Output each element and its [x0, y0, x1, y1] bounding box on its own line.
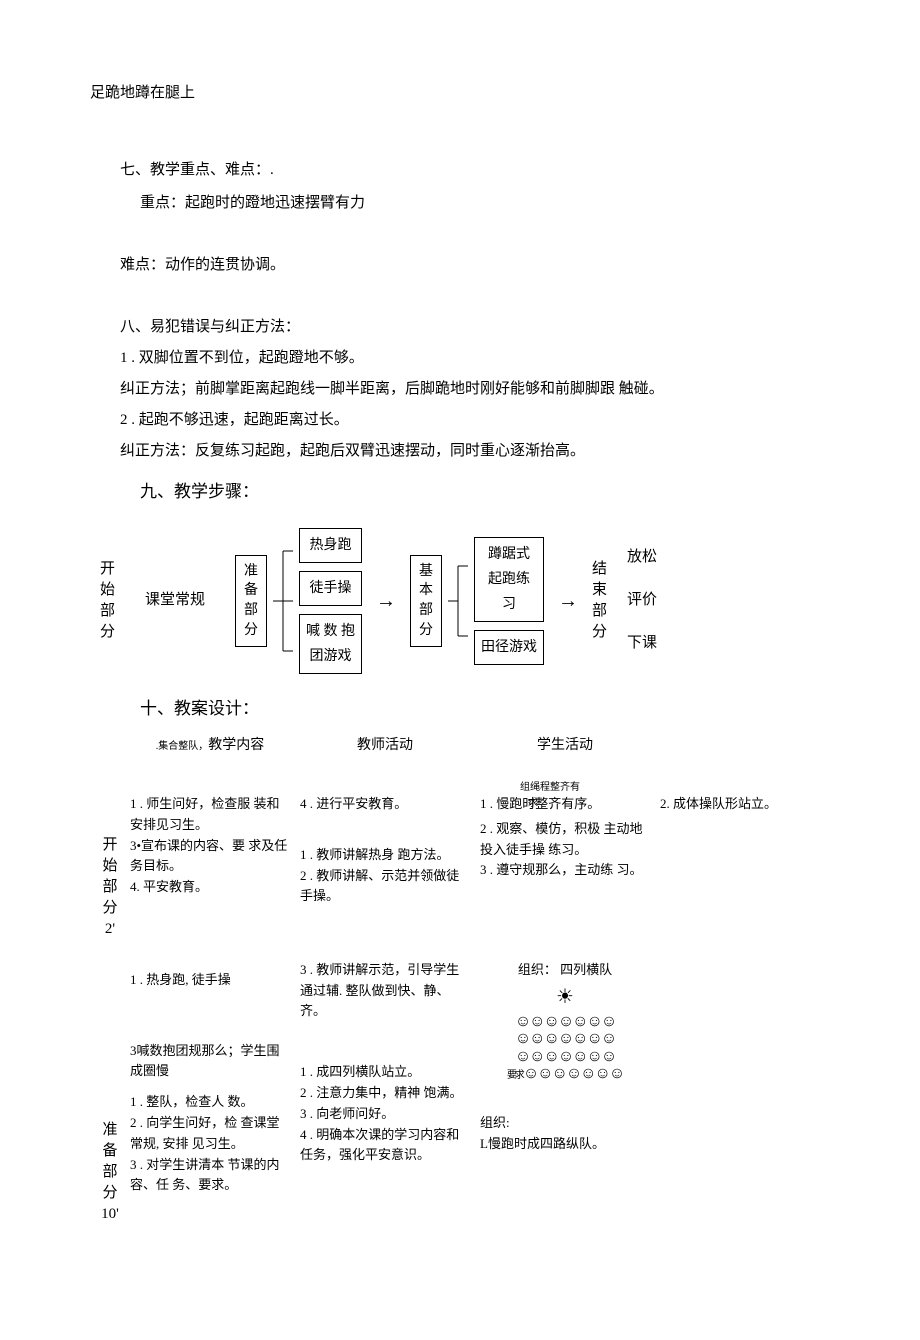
- flow-start-label: 开 始 部 分: [100, 559, 115, 643]
- arrow-icon: →: [372, 583, 400, 619]
- section-8-title: 八、易犯错误与纠正方法：: [120, 314, 830, 341]
- lesson-plan-table: 开 始 部 分 2' 准 备 部 分 10' .集合整队，教学内容 教师活动 学…: [90, 735, 830, 1225]
- prep-col2: 3 . 教师讲解示范，引导学生通过辅. 整队做到快、静、 齐。 1 . 成四列横…: [300, 940, 470, 1225]
- end-item-1: 放松: [627, 544, 657, 571]
- error-1: 1 . 双脚位置不到位，起跑蹬地不够。: [120, 345, 830, 372]
- difficulty: 难点：动作的连贯协调。: [120, 252, 830, 279]
- key-point: 重点：起跑时的蹬地迅速摆臂有力: [140, 190, 830, 217]
- bracket-icon: [448, 546, 468, 656]
- start-col1: 1 . 师生问好，检查服 装和安排见习生。 3•宣布课的内容、要 求及任务目标。…: [130, 794, 290, 936]
- arrow-icon: →: [554, 583, 582, 619]
- basic-item-1: 蹲踞式 起跑练 习: [474, 537, 544, 623]
- prep-col1: 1 . 热身跑, 徒手操 3喊数抱团规那么；学生围成圈慢 1 . 整队，检查人 …: [130, 940, 290, 1225]
- top-note: 足跪地蹲在腿上: [90, 80, 830, 107]
- faces-row: ☺☺☺☺☺☺☺: [480, 1030, 650, 1048]
- faces-row: ☺☺☺☺☺☺☺: [480, 1013, 650, 1031]
- faces-row: ☺☺☺☺☺☺☺: [480, 1048, 650, 1066]
- correction-2: 纠正方法：反复练习起跑，起跑后双臂迅速摆动，同时重心逐渐抬高。: [120, 438, 830, 465]
- start-col3: 1 . 慢跑时整齐有序。 组绳程整齐有 求 2 . 观察、模仿，积极 主动地投入…: [480, 794, 650, 936]
- prep-item-2: 徒手操: [299, 571, 362, 606]
- end-item-3: 下课: [627, 630, 657, 657]
- error-2: 2 . 起跑不够迅速，起跑距离过长。: [120, 407, 830, 434]
- sun-icon: ☀: [480, 981, 650, 1013]
- prep-col4: [660, 940, 800, 1225]
- bracket-icon: [273, 536, 293, 666]
- col-header-req: [660, 735, 800, 790]
- flow-basic-box: 基 本 部 分: [410, 555, 442, 647]
- end-item-2: 评价: [627, 587, 657, 614]
- section-10-title: 十、教案设计：: [140, 694, 830, 725]
- col-header-content: .集合整队，教学内容: [130, 735, 290, 790]
- faces-row: 要求☺☺☺☺☺☺☺: [480, 1065, 650, 1083]
- flow-end-label: 结 束 部 分: [592, 559, 607, 643]
- start-col4: 2. 成体操队形站立。: [660, 794, 800, 936]
- col-header-teacher: 教师活动: [300, 735, 470, 790]
- flow-diagram: 开 始 部 分 课堂常规 准 备 部 分 热身跑 徒手操 喊 数 抱 团游戏 →…: [100, 528, 830, 675]
- start-phase-label: 开 始 部 分 2': [90, 835, 130, 940]
- correction-1: 纠正方法；前脚掌距离起跑线一脚半距离，后脚跪地时刚好能够和前脚脚跟 触碰。: [120, 376, 830, 403]
- formation-diagram: 组织： 四列横队 ☀ ☺☺☺☺☺☺☺ ☺☺☺☺☺☺☺ ☺☺☺☺☺☺☺ 要求☺☺☺…: [480, 960, 650, 1083]
- basic-item-2: 田径游戏: [474, 630, 544, 665]
- section-9-title: 九、教学步骤：: [140, 477, 830, 508]
- flow-start-content: 课堂常规: [125, 587, 225, 614]
- prep-item-1: 热身跑: [299, 528, 362, 563]
- prep-col3: 组织： 四列横队 ☀ ☺☺☺☺☺☺☺ ☺☺☺☺☺☺☺ ☺☺☺☺☺☺☺ 要求☺☺☺…: [480, 940, 650, 1225]
- start-col2: 4 . 进行平安教育。 1 . 教师讲解热身 跑方法。 2 . 教师讲解、示范并…: [300, 794, 470, 936]
- section-7-title: 七、教学重点、难点：.: [120, 157, 830, 184]
- prep-item-3: 喊 数 抱 团游戏: [299, 614, 362, 674]
- flow-prep-box: 准 备 部 分: [235, 555, 267, 647]
- prep-phase-label: 准 备 部 分 10': [90, 1120, 130, 1225]
